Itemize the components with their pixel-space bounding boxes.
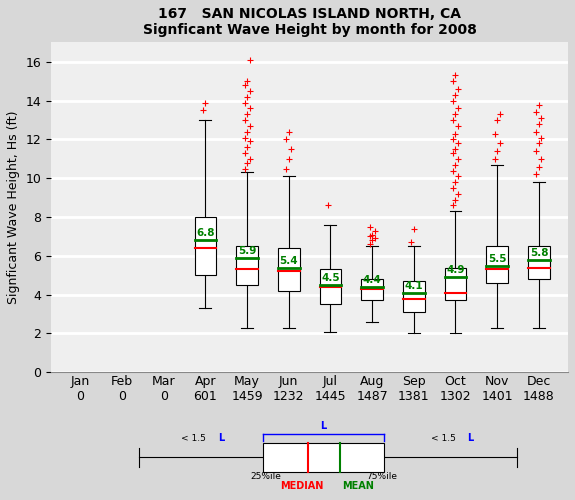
Bar (528, 246, 550, 279)
Bar (486, 246, 508, 283)
Bar (320, 270, 341, 304)
Text: 4.5: 4.5 (321, 273, 340, 283)
Text: 5.8: 5.8 (530, 248, 548, 258)
Bar (361, 279, 383, 300)
Text: 4.4: 4.4 (363, 275, 382, 285)
Text: < 1.5: < 1.5 (431, 434, 458, 443)
Text: MEAN: MEAN (342, 481, 374, 491)
Text: 4.1: 4.1 (405, 281, 423, 291)
Text: MEDIAN: MEDIAN (280, 481, 323, 491)
Text: L: L (218, 432, 224, 443)
Bar (278, 248, 300, 291)
Text: 5.5: 5.5 (488, 254, 507, 264)
Bar (444, 268, 466, 300)
Text: L: L (321, 421, 327, 431)
Bar (194, 217, 216, 276)
Text: < 1.5: < 1.5 (181, 434, 209, 443)
Text: L: L (467, 432, 474, 443)
Title: 167   SAN NICOLAS ISLAND NORTH, CA
Signficant Wave Height by month for 2008: 167 SAN NICOLAS ISLAND NORTH, CA Signfic… (143, 7, 477, 37)
Text: 4.9: 4.9 (446, 266, 465, 276)
Text: 5.4: 5.4 (279, 256, 298, 266)
Bar (403, 281, 425, 312)
Bar (263, 442, 384, 472)
Bar (236, 246, 258, 285)
Text: 5.9: 5.9 (238, 246, 256, 256)
Y-axis label: Signficant Wave Height, Hs (ft): Signficant Wave Height, Hs (ft) (7, 110, 20, 304)
Text: 6.8: 6.8 (196, 228, 214, 238)
Text: 25%ile: 25%ile (250, 472, 281, 481)
Text: 75%ile: 75%ile (367, 472, 397, 481)
